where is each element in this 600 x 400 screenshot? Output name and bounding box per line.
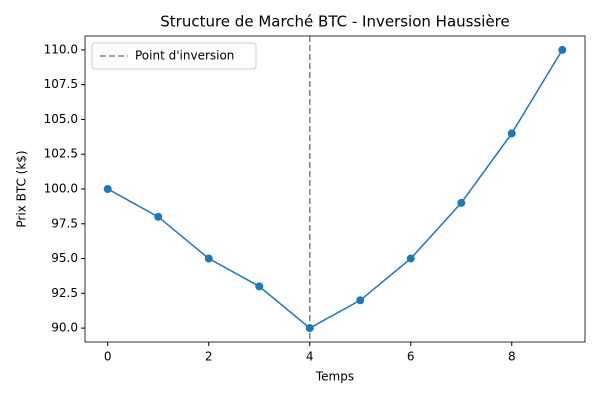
legend-label: Point d'inversion: [135, 49, 234, 63]
y-tick-label: 90.0: [51, 321, 78, 335]
y-tick-label: 92.5: [51, 286, 78, 300]
y-axis-label: Prix BTC (k$): [15, 150, 29, 227]
plot-frame: [84, 35, 586, 343]
x-axis-label: Temps: [315, 370, 354, 384]
y-tick-label: 100.0: [44, 182, 78, 196]
data-point: [154, 212, 163, 221]
data-point: [103, 185, 112, 193]
x-tick-label: 0: [104, 350, 112, 364]
y-tick-label: 95.0: [51, 251, 78, 265]
chart-title: Structure de Marché BTC - Inversion Haus…: [160, 13, 510, 31]
data-point: [558, 45, 567, 54]
data-point: [356, 296, 365, 305]
x-tick-label: 2: [205, 350, 213, 364]
y-tick-label: 105.0: [44, 112, 78, 126]
series-line: [107, 49, 563, 329]
data-point: [204, 254, 213, 263]
legend-box: [91, 42, 257, 70]
data-point: [507, 129, 516, 138]
y-tick-label: 97.5: [51, 216, 78, 230]
data-point: [305, 324, 314, 333]
x-tick-label: 6: [407, 350, 415, 364]
y-tick-label: 107.5: [44, 77, 78, 91]
data-point: [255, 282, 264, 291]
x-tick-label: 4: [306, 350, 314, 364]
x-tick-label: 8: [508, 350, 516, 364]
y-tick-label: 110.0: [44, 42, 78, 56]
data-point: [406, 254, 415, 263]
data-point: [457, 198, 466, 207]
y-tick-label: 102.5: [44, 147, 78, 161]
